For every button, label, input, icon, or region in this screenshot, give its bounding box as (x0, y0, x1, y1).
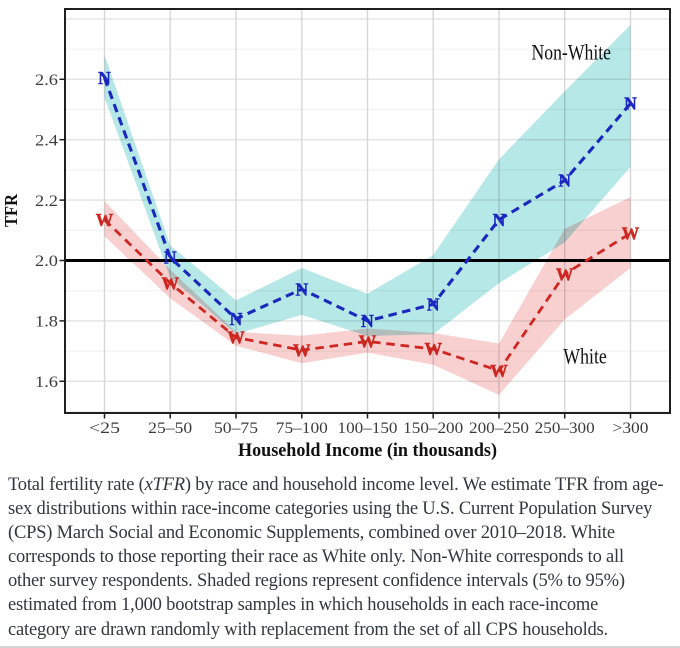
svg-text:W: W (424, 339, 442, 359)
svg-text:N: N (164, 248, 177, 268)
svg-text:N: N (230, 309, 243, 329)
svg-text:N: N (295, 279, 308, 299)
svg-text:150–200: 150–200 (403, 420, 463, 437)
svg-text:W: W (227, 328, 245, 348)
svg-text:100–150: 100–150 (338, 420, 398, 437)
svg-text:N: N (558, 171, 571, 191)
svg-text:W: W (556, 264, 574, 284)
svg-text:Non-White: Non-White (532, 40, 612, 65)
svg-text:TFR: TFR (1, 193, 21, 227)
svg-text:W: W (622, 224, 640, 244)
svg-text:W: W (161, 273, 179, 293)
svg-text:N: N (361, 311, 374, 331)
svg-text:>300: >300 (613, 420, 649, 437)
svg-text:N: N (427, 295, 440, 315)
svg-text:75–100: 75–100 (276, 420, 328, 437)
svg-text:<25: <25 (89, 420, 120, 437)
svg-text:N: N (493, 210, 506, 230)
svg-text:2.6: 2.6 (35, 72, 58, 89)
svg-text:25–50: 25–50 (148, 420, 192, 437)
svg-text:W: W (293, 340, 311, 360)
svg-text:200–250: 200–250 (469, 420, 529, 437)
svg-text:Household Income (in thousands: Household Income (in thousands) (238, 440, 497, 461)
svg-text:2.4: 2.4 (35, 132, 58, 149)
svg-text:1.6: 1.6 (35, 374, 58, 391)
svg-text:N: N (624, 94, 637, 114)
svg-text:W: W (96, 210, 114, 230)
svg-text:2.2: 2.2 (35, 193, 58, 210)
svg-text:50–75: 50–75 (214, 420, 258, 437)
svg-text:2.0: 2.0 (35, 253, 58, 270)
svg-text:W: W (359, 332, 377, 352)
svg-text:White: White (563, 343, 607, 368)
svg-text:250–300: 250–300 (535, 420, 595, 437)
svg-text:1.8: 1.8 (35, 314, 58, 331)
svg-text:W: W (490, 361, 508, 381)
svg-text:N: N (98, 68, 111, 88)
